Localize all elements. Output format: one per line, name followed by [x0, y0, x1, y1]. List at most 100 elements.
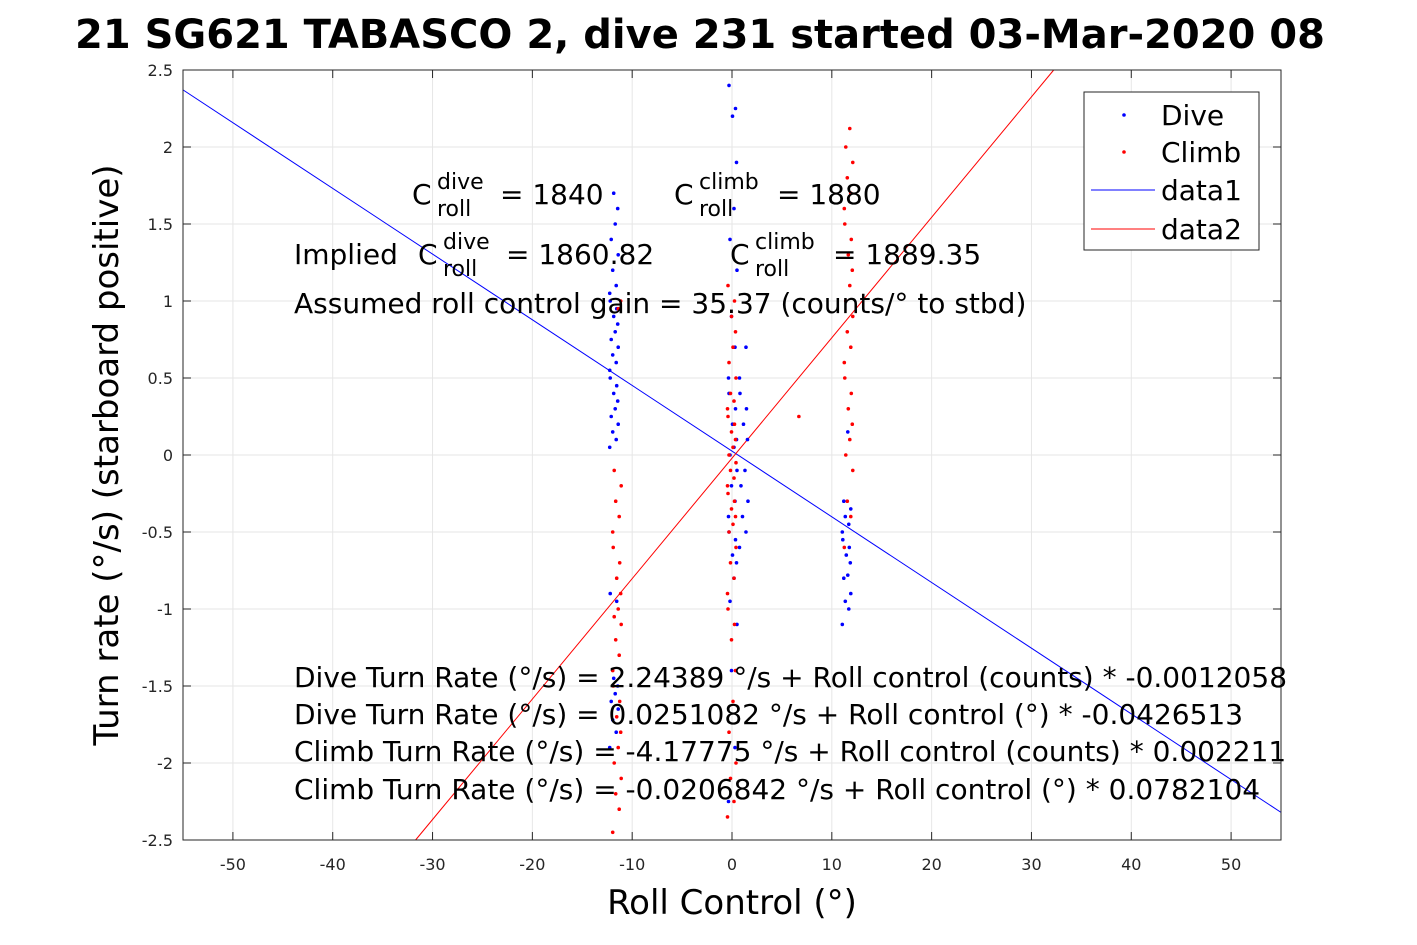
- point-climb: [732, 422, 737, 427]
- annotation-eq-climb-degrees: Climb Turn Rate (°/s) = -0.0206842 °/s +…: [294, 773, 1260, 806]
- point-climb: [613, 638, 618, 642]
- point-climb: [733, 437, 738, 442]
- point-climb: [843, 299, 848, 303]
- point-climb: [614, 576, 619, 580]
- point-dive: [848, 507, 853, 511]
- point-dive: [737, 545, 742, 550]
- y-tick-labels: -2.5 -2 -1.5 -1 -0.5 0 0.5 1 1.5 2 2.5: [142, 61, 173, 850]
- point-dive: [615, 684, 620, 688]
- point-climb: [850, 422, 855, 427]
- point-climb: [842, 222, 847, 226]
- point-dive: [610, 353, 615, 357]
- point-dive: [738, 391, 742, 396]
- point-climb: [728, 391, 733, 396]
- x-tick-label: -40: [320, 855, 346, 874]
- point-climb: [850, 268, 855, 273]
- x-tick-label: 40: [1121, 855, 1141, 874]
- point-dive: [734, 160, 739, 165]
- point-climb: [734, 460, 738, 465]
- point-dive: [734, 561, 739, 565]
- point-dive: [608, 591, 613, 596]
- point-climb: [842, 360, 847, 365]
- point-dive: [614, 360, 619, 365]
- point-dive: [729, 668, 734, 673]
- fit-line-data1: [182, 89, 1282, 813]
- point-dive: [737, 376, 742, 380]
- point-climb: [733, 330, 738, 334]
- point-climb: [617, 807, 622, 811]
- svg-text:C: C: [730, 238, 750, 271]
- point-climb: [616, 607, 621, 611]
- point-dive: [733, 106, 738, 111]
- point-dive: [740, 514, 745, 519]
- point-climb: [619, 622, 624, 627]
- point-dive: [726, 799, 731, 804]
- point-dive: [615, 322, 620, 326]
- point-dive: [744, 345, 748, 350]
- annotation-c-climb: C climb roll = 1880: [674, 170, 881, 222]
- point-dive: [610, 268, 615, 273]
- point-dive: [743, 468, 747, 473]
- point-dive: [607, 291, 612, 296]
- point-climb: [725, 815, 730, 819]
- point-climb: [847, 126, 852, 131]
- svg-text:= 1860.82: = 1860.82: [506, 238, 654, 271]
- x-tick-label: 50: [1221, 855, 1241, 874]
- point-dive: [611, 391, 616, 396]
- svg-text:roll: roll: [443, 257, 477, 282]
- svg-text:C: C: [412, 178, 432, 211]
- point-climb: [731, 345, 735, 350]
- point-dive: [840, 530, 845, 534]
- point-dive: [614, 599, 619, 604]
- legend-label-climb: Climb: [1161, 136, 1241, 169]
- legend: Dive Climb data1 data2: [1083, 91, 1260, 251]
- point-dive: [607, 445, 612, 450]
- point-dive: [728, 599, 732, 604]
- point-climb: [848, 345, 853, 350]
- point-dive: [616, 345, 621, 350]
- legend-marker-climb: [1122, 150, 1126, 154]
- point-climb: [613, 499, 618, 504]
- point-dive: [609, 237, 614, 242]
- point-climb: [613, 792, 618, 796]
- svg-text:= 1889.35: = 1889.35: [833, 238, 981, 271]
- point-climb: [726, 491, 730, 496]
- point-dive: [746, 499, 750, 504]
- point-climb: [727, 530, 731, 534]
- point-climb: [617, 699, 622, 704]
- point-dive: [741, 422, 746, 427]
- point-climb: [610, 830, 615, 835]
- point-climb: [614, 715, 619, 719]
- point-climb: [619, 484, 624, 488]
- point-dive: [735, 622, 739, 627]
- point-climb: [732, 622, 737, 627]
- point-dive: [846, 607, 851, 611]
- point-dive: [848, 561, 853, 565]
- point-dive: [730, 553, 735, 557]
- point-climb: [725, 591, 730, 596]
- point-dive: [727, 83, 731, 88]
- y-axis-label: Turn rate (°/s) (starboard positive): [87, 164, 127, 746]
- point-climb: [726, 414, 730, 419]
- point-climb: [728, 468, 733, 473]
- point-climb: [618, 299, 623, 303]
- point-climb: [797, 414, 801, 419]
- point-climb: [732, 799, 736, 804]
- point-climb: [842, 376, 847, 380]
- point-climb: [728, 561, 733, 565]
- legend-label-dive: Dive: [1161, 99, 1224, 132]
- x-tick-label: 30: [1021, 855, 1041, 874]
- point-climb: [616, 745, 621, 750]
- point-climb: [726, 283, 730, 288]
- point-dive: [609, 337, 614, 342]
- point-climb: [734, 761, 738, 765]
- point-climb: [728, 776, 733, 781]
- fit-lines: [182, 69, 1282, 841]
- data-points: [607, 83, 855, 835]
- point-dive: [735, 268, 739, 273]
- point-climb: [617, 561, 622, 565]
- point-dive: [847, 545, 852, 550]
- annotation-gain: Assumed roll control gain = 35.37 (count…: [294, 287, 1026, 320]
- point-climb: [726, 607, 730, 611]
- legend-label-data2: data2: [1161, 213, 1242, 246]
